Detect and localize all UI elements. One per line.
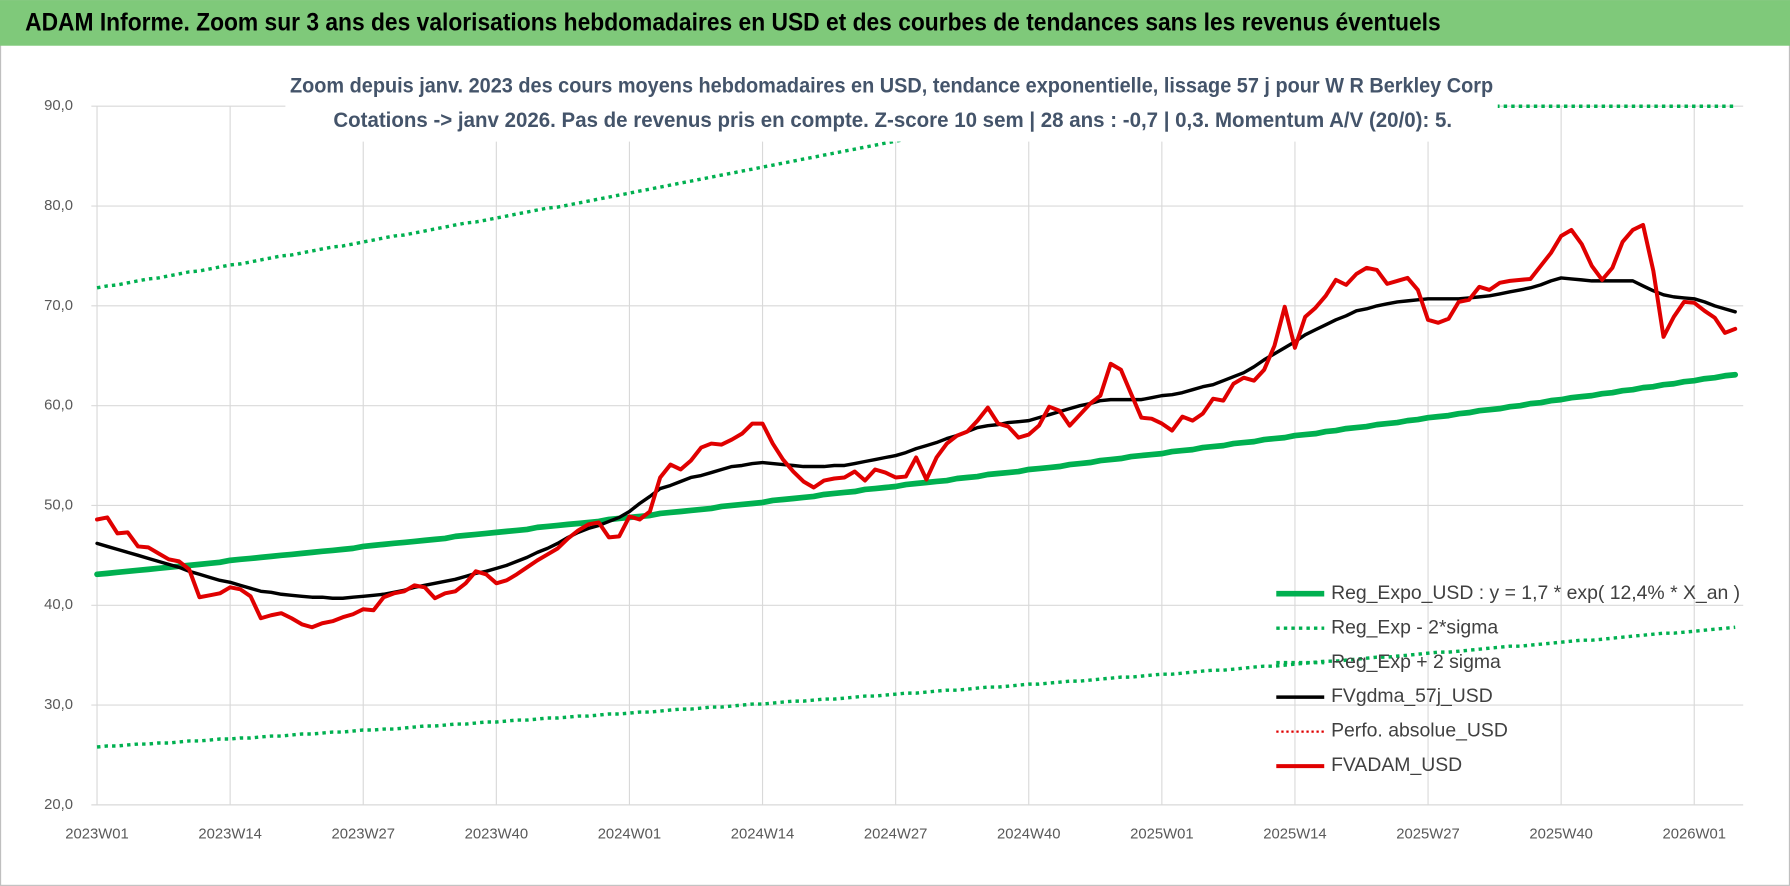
series-line (95, 276, 1737, 600)
x-tick-label: 2023W01 (65, 826, 128, 842)
x-tick-label: 2024W40 (997, 826, 1060, 842)
y-tick-label: 20,0 (44, 797, 73, 813)
y-tick-label: 90,0 (44, 98, 73, 114)
x-tick-label: 2024W27 (864, 826, 927, 842)
x-tick-label: 2023W40 (465, 826, 528, 842)
y-tick-label: 30,0 (44, 697, 73, 713)
subtitle-line: Zoom depuis janv. 2023 des cours moyens … (290, 73, 1493, 98)
y-tick-label: 40,0 (44, 597, 73, 613)
y-tick-label: 60,0 (44, 398, 73, 414)
legend-label: Perfo. absolue_USD (1331, 720, 1508, 742)
series-line (95, 222, 1738, 630)
y-tick-label: 50,0 (44, 497, 73, 513)
x-tick-label: 2023W14 (198, 826, 261, 842)
legend-label: FVADAM_USD (1331, 754, 1462, 776)
chart-title: ADAM Informe. Zoom sur 3 ans des valoris… (25, 9, 1441, 37)
x-tick-label: 2024W01 (598, 826, 661, 842)
x-tick-label: 2026W01 (1663, 826, 1726, 842)
legend-label: Reg_Exp + 2 sigma (1331, 651, 1501, 673)
x-tick-label: 2023W27 (331, 826, 394, 842)
series-line (96, 625, 1736, 749)
y-tick-label: 80,0 (44, 198, 73, 214)
x-tick-label: 2025W40 (1529, 826, 1592, 842)
legend-label: FVgdma_57j_USD (1331, 685, 1493, 707)
subtitle-line: Cotations -> janv 2026. Pas de revenus p… (333, 107, 1452, 132)
legend-label: Reg_Expo_USD : y = 1,7 * exp( 12,4% * X_… (1331, 582, 1740, 604)
subtitle-box (285, 66, 1498, 142)
series-line (94, 371, 1739, 578)
y-tick-label: 70,0 (44, 298, 73, 314)
x-tick-label: 2025W14 (1263, 826, 1326, 842)
x-tick-label: 2024W14 (731, 826, 794, 842)
legend-label: Reg_Exp - 2*sigma (1331, 616, 1498, 638)
x-tick-label: 2025W27 (1396, 826, 1459, 842)
x-tick-label: 2025W01 (1130, 826, 1193, 842)
plot-area: 20,0 30,0 40,0 50,0 60,0 70,0 80,0 90,0 2023W01 2… (44, 98, 1744, 842)
legend: Reg_Expo_USD : y = 1,7 * exp( 12,4% * X_… (1276, 582, 1740, 776)
header-bar (0, 0, 1790, 46)
